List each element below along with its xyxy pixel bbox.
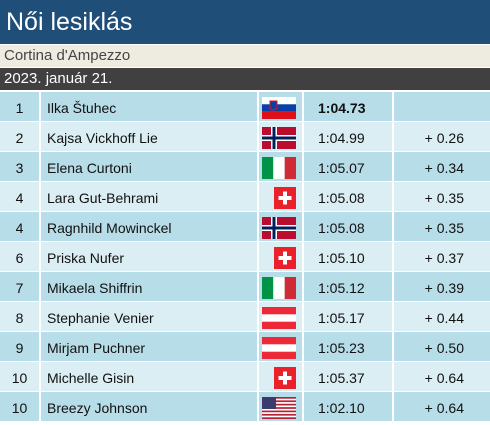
athlete-name: Elena Curtoni — [41, 152, 259, 181]
date: 2023. január 21. — [0, 68, 490, 90]
table-row: 8 Stephanie Venier 1:05.17 + 0.44 — [0, 302, 490, 331]
athlete-name: Mikaela Shiffrin — [41, 272, 259, 301]
table-row: 10 Michelle Gisin 1:05.37 + 0.64 — [0, 362, 490, 391]
athlete-name: Michelle Gisin — [41, 362, 259, 391]
table-row: 1 Ilka Štuhec 1:04.73 — [0, 92, 490, 121]
gap: + 0.50 — [424, 340, 464, 356]
title: Női lesiklás — [0, 0, 490, 44]
gap: + 0.39 — [424, 280, 464, 296]
flag — [259, 92, 304, 121]
time: 1:05.12 — [304, 272, 394, 301]
rank: 7 — [0, 272, 41, 301]
time: 1:05.17 — [304, 302, 394, 331]
flag — [259, 182, 304, 211]
flag-icon — [274, 367, 296, 389]
gap: + 0.34 — [424, 160, 464, 176]
flag — [259, 332, 304, 361]
gap: + 0.44 — [424, 310, 464, 326]
flag — [259, 272, 304, 301]
flag-icon — [262, 277, 296, 299]
athlete-name: Kajsa Vickhoff Lie — [41, 122, 259, 151]
rank: 4 — [0, 212, 41, 241]
flag-icon — [262, 307, 296, 329]
table-row: 4 Lara Gut-Behrami 1:05.08 + 0.35 — [0, 182, 490, 211]
gap — [394, 92, 490, 121]
time: 1:05.37 — [304, 362, 394, 391]
rank: 10 — [0, 392, 41, 421]
venue: Cortina d'Ampezzo — [0, 45, 490, 67]
time: 1:04.73 — [304, 92, 394, 121]
athlete-name: Stephanie Venier — [41, 302, 259, 331]
time: 1:05.08 — [304, 182, 394, 211]
rank: 10 — [0, 362, 41, 391]
rank: 6 — [0, 242, 41, 271]
gap: + 0.35 — [424, 190, 464, 206]
table-row: 2 Kajsa Vickhoff Lie 1:04.99 + 0.26 — [0, 122, 490, 151]
flag-icon — [262, 217, 296, 239]
flag-icon — [262, 157, 296, 179]
athlete-name: Breezy Johnson — [41, 392, 259, 421]
time: 1:04.99 — [304, 122, 394, 151]
flag — [259, 212, 304, 241]
table-row: 10 Breezy Johnson 1:02.10 + 0.64 — [0, 392, 490, 421]
gap: + 0.64 — [424, 400, 464, 416]
flag — [259, 122, 304, 151]
table-row: 7 Mikaela Shiffrin 1:05.12 + 0.39 — [0, 272, 490, 301]
flag — [259, 152, 304, 181]
time: 1:05.10 — [304, 242, 394, 271]
time: 1:02.10 — [304, 392, 394, 421]
time: 1:05.23 — [304, 332, 394, 361]
gap: + 0.64 — [424, 370, 464, 386]
rank: 1 — [0, 92, 41, 121]
gap: + 0.35 — [424, 220, 464, 236]
rank: 9 — [0, 332, 41, 361]
flag-icon — [274, 187, 296, 209]
flag-icon — [262, 337, 296, 359]
athlete-name: Ilka Štuhec — [41, 92, 259, 121]
athlete-name: Lara Gut-Behrami — [41, 182, 259, 211]
flag-icon — [262, 397, 296, 419]
flag-icon — [262, 127, 296, 149]
flag — [259, 392, 304, 421]
rank: 8 — [0, 302, 41, 331]
rank: 4 — [0, 182, 41, 211]
time: 1:05.07 — [304, 152, 394, 181]
time: 1:05.08 — [304, 212, 394, 241]
athlete-name: Mirjam Puchner — [41, 332, 259, 361]
rank: 2 — [0, 122, 41, 151]
flag — [259, 362, 304, 391]
table-row: 6 Priska Nufer 1:05.10 + 0.37 — [0, 242, 490, 271]
table-row: 3 Elena Curtoni 1:05.07 + 0.34 — [0, 152, 490, 181]
flag — [259, 302, 304, 331]
gap: + 0.37 — [424, 250, 464, 266]
table-row: 4 Ragnhild Mowinckel 1:05.08 + 0.35 — [0, 212, 490, 241]
athlete-name: Ragnhild Mowinckel — [41, 212, 259, 241]
flag — [259, 242, 304, 271]
flag-icon — [262, 97, 296, 119]
table-row: 9 Mirjam Puchner 1:05.23 + 0.50 — [0, 332, 490, 361]
athlete-name: Priska Nufer — [41, 242, 259, 271]
gap: + 0.26 — [424, 130, 464, 146]
rank: 3 — [0, 152, 41, 181]
flag-icon — [274, 247, 296, 269]
